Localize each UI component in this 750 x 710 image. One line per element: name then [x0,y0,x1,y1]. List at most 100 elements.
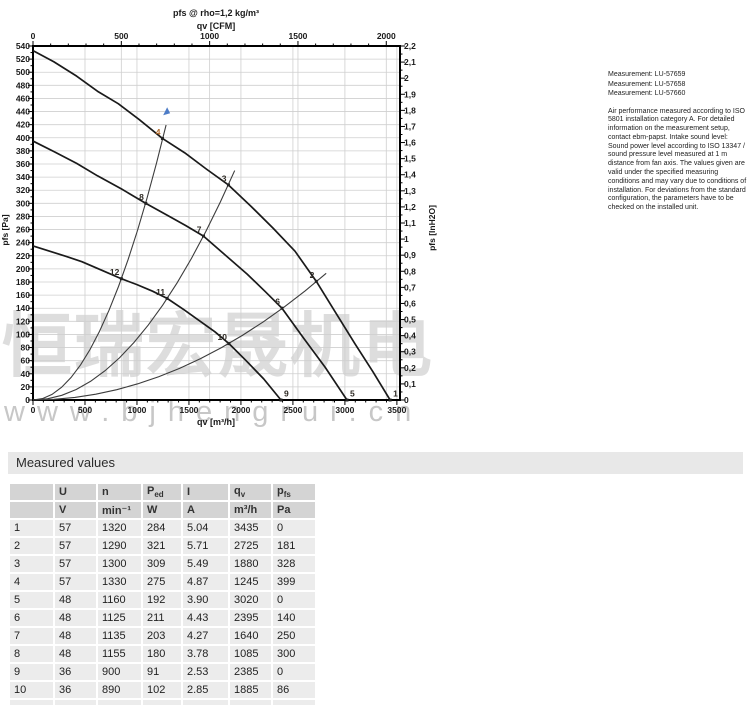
table-cell [10,484,53,500]
fan-curve-48V [32,140,348,401]
fan-curve-36V [32,245,282,401]
table-cell: 2 [10,538,53,554]
svg-text:0,3: 0,3 [404,347,416,357]
svg-text:420: 420 [16,120,30,130]
svg-text:400: 400 [16,133,30,143]
svg-text:1,3: 1,3 [404,186,416,196]
table-cell: 1 [10,520,53,536]
table-cell: 57 [55,556,96,572]
table-cell: 5.71 [183,538,228,554]
table-cell: 1160 [98,592,141,608]
section-title: Measured values [16,455,115,470]
table-cell [230,700,271,705]
operating-point-marker [160,136,164,140]
operating-point-marker [165,296,169,300]
system-curve-B [32,170,236,401]
measurement-lines: Measurement: LU-57659 Measurement: LU-576… [608,70,750,99]
operating-point-marker [202,234,206,238]
svg-text:5: 5 [350,389,355,399]
table-cell: 1135 [98,628,141,644]
table-cell: 1320 [98,520,141,536]
measurement-block: Measurement: LU-57659 Measurement: LU-576… [608,70,750,213]
table-cell: I [183,484,228,500]
table-cell: W [143,502,181,518]
svg-text:480: 480 [16,80,30,90]
svg-text:180: 180 [16,277,30,287]
svg-text:2,2: 2,2 [404,41,416,51]
svg-text:2: 2 [404,73,409,83]
svg-text:2500: 2500 [283,405,302,415]
table-cell: 9 [10,664,53,680]
svg-text:540: 540 [16,41,30,51]
table-cell: 5 [10,592,53,608]
svg-text:0,6: 0,6 [404,298,416,308]
chart-grid [33,46,400,400]
svg-text:120: 120 [16,316,30,326]
table-cell: 1300 [98,556,141,572]
svg-text:1,6: 1,6 [404,138,416,148]
svg-text:2: 2 [310,270,315,280]
svg-text:260: 260 [16,225,30,235]
table-cell: 5.04 [183,520,228,536]
svg-text:1,9: 1,9 [404,89,416,99]
svg-text:qv [CFM]: qv [CFM] [197,21,236,31]
table-row: 1 57 1320 284 5.04 3435 0 [10,520,315,536]
table-cell: 2725 [230,538,271,554]
svg-text:40: 40 [21,369,31,379]
operating-point-marker [119,277,123,281]
svg-text:1: 1 [404,234,409,244]
table-cell: 48 [55,628,96,644]
svg-text:360: 360 [16,159,30,169]
svg-text:0,8: 0,8 [404,266,416,276]
table-cell: 4 [10,574,53,590]
svg-text:300: 300 [16,198,30,208]
table-cell: 0 [273,592,315,608]
svg-text:380: 380 [16,146,30,156]
table-cell: 1290 [98,538,141,554]
operating-point-marker [279,398,283,402]
svg-text:1,5: 1,5 [404,154,416,164]
svg-text:3500: 3500 [387,405,406,415]
table-cell: 250 [273,628,315,644]
svg-text:2000: 2000 [377,31,396,41]
table-row: 6 48 1125 211 4.43 2395 140 [10,610,315,626]
table-cell: 300 [273,646,315,662]
svg-text:0,5: 0,5 [404,315,416,325]
table-cell: 309 [143,556,181,572]
svg-text:8: 8 [139,192,144,202]
table-cell: 2.85 [183,682,228,698]
svg-text:2,1: 2,1 [404,57,416,67]
table-cell: V [55,502,96,518]
table-cell: 3435 [230,520,271,536]
table-cell: 284 [143,520,181,536]
chart-area: 恒瑞宏晟机电 www.bjhengrui.cn 0 500 1000 1500 2000… [0,0,460,448]
table-cell [10,502,53,518]
svg-text:1500: 1500 [179,405,198,415]
svg-text:140: 140 [16,303,30,313]
watermark-cjk: 恒瑞宏晟机电 [2,307,434,382]
table-cell: 3020 [230,592,271,608]
table-cell: 0 [273,520,315,536]
svg-text:500: 500 [114,31,128,41]
table-cell: 86 [273,682,315,698]
svg-text:0: 0 [31,405,36,415]
operating-point-marker [227,342,231,346]
table-cell: 8 [10,646,53,662]
svg-text:320: 320 [16,185,30,195]
svg-text:200: 200 [16,264,30,274]
svg-text:qv [m³/h]: qv [m³/h] [197,417,235,427]
table-cell: n [98,484,141,500]
svg-text:460: 460 [16,93,30,103]
svg-text:2000: 2000 [231,405,250,415]
table-cell: Pa [273,502,315,518]
table-cell: 5.49 [183,556,228,572]
svg-text:0,2: 0,2 [404,363,416,373]
table-row: 5 48 1160 192 3.90 3020 0 [10,592,315,608]
table-cell: 181 [273,538,315,554]
table-cell: 0 [273,664,315,680]
table-cell: 57 [55,538,96,554]
table-cell: 1155 [98,646,141,662]
measurement-line: Measurement: LU-57660 [608,90,686,97]
table-cell: 180 [143,646,181,662]
